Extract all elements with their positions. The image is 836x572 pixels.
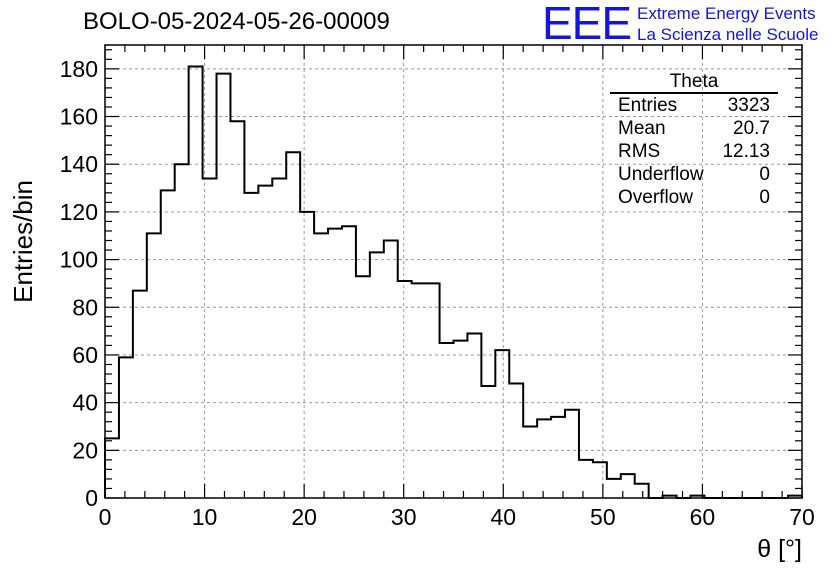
y-tick-label: 160	[60, 104, 98, 130]
grid-lines	[105, 45, 802, 498]
stats-row-label: Overflow	[618, 187, 693, 208]
x-tick-label: 50	[590, 504, 616, 530]
stats-row-value: 0	[759, 164, 770, 185]
logo-line-1: Extreme Energy Events	[637, 4, 816, 23]
y-tick-label: 180	[60, 56, 98, 82]
stats-row: Entries 3323	[610, 94, 778, 117]
y-tick-label: 80	[72, 294, 98, 320]
stats-box-title: Theta	[610, 72, 778, 94]
y-tick-label: 20	[72, 437, 98, 463]
x-tick-label: 70	[789, 504, 815, 530]
stats-row-value: 0	[759, 187, 770, 208]
x-tick-label: 10	[192, 504, 218, 530]
stats-row-label: Mean	[618, 118, 666, 139]
stats-row-label: Entries	[618, 95, 678, 116]
stats-row: Overflow 0	[610, 186, 778, 209]
stats-row-label: Underflow	[618, 164, 704, 185]
x-tick-label: 40	[490, 504, 516, 530]
x-tick-label: 0	[99, 504, 112, 530]
stats-row-value: 12.13	[722, 141, 770, 162]
x-tick-label: 20	[291, 504, 317, 530]
x-tick-label: 30	[391, 504, 417, 530]
stats-row: RMS 12.13	[610, 140, 778, 163]
plot-frame	[104, 44, 803, 499]
stats-row: Mean 20.7	[610, 117, 778, 140]
y-tick-label: 60	[72, 342, 98, 368]
stats-row-label: RMS	[618, 141, 661, 162]
x-axis-label: θ [°]	[757, 535, 802, 563]
stats-row: Underflow 0	[610, 163, 778, 186]
y-tick-labels: 0 20 40 60 80 100 120 140 160 180	[60, 56, 98, 511]
stats-row-value: 20.7	[733, 118, 770, 139]
x-tick-label: 60	[690, 504, 716, 530]
stats-row-value: 3323	[727, 95, 770, 116]
stats-box: Theta Entries 3323 Mean 20.7 RMS 12.13 Underfl…	[610, 72, 778, 209]
y-tick-label: 40	[72, 390, 98, 416]
y-tick-label: 100	[60, 247, 98, 273]
y-tick-label: 0	[85, 485, 98, 511]
y-axis-label: Entries/bin	[8, 180, 38, 303]
x-tick-labels: 0 10 20 30 40 50 60 70	[99, 504, 815, 530]
axis-ticks	[104, 45, 803, 499]
y-tick-label: 120	[60, 199, 98, 225]
eee-logo: EEE	[542, 0, 632, 49]
stats-rows: Entries 3323 Mean 20.7 RMS 12.13 Underflow 0 Ove…	[610, 94, 778, 209]
y-tick-label: 140	[60, 151, 98, 177]
histogram-title: BOLO-05-2024-05-26-00009	[83, 8, 390, 35]
logo-line-2: La Scienza nelle Scuole	[637, 25, 819, 44]
